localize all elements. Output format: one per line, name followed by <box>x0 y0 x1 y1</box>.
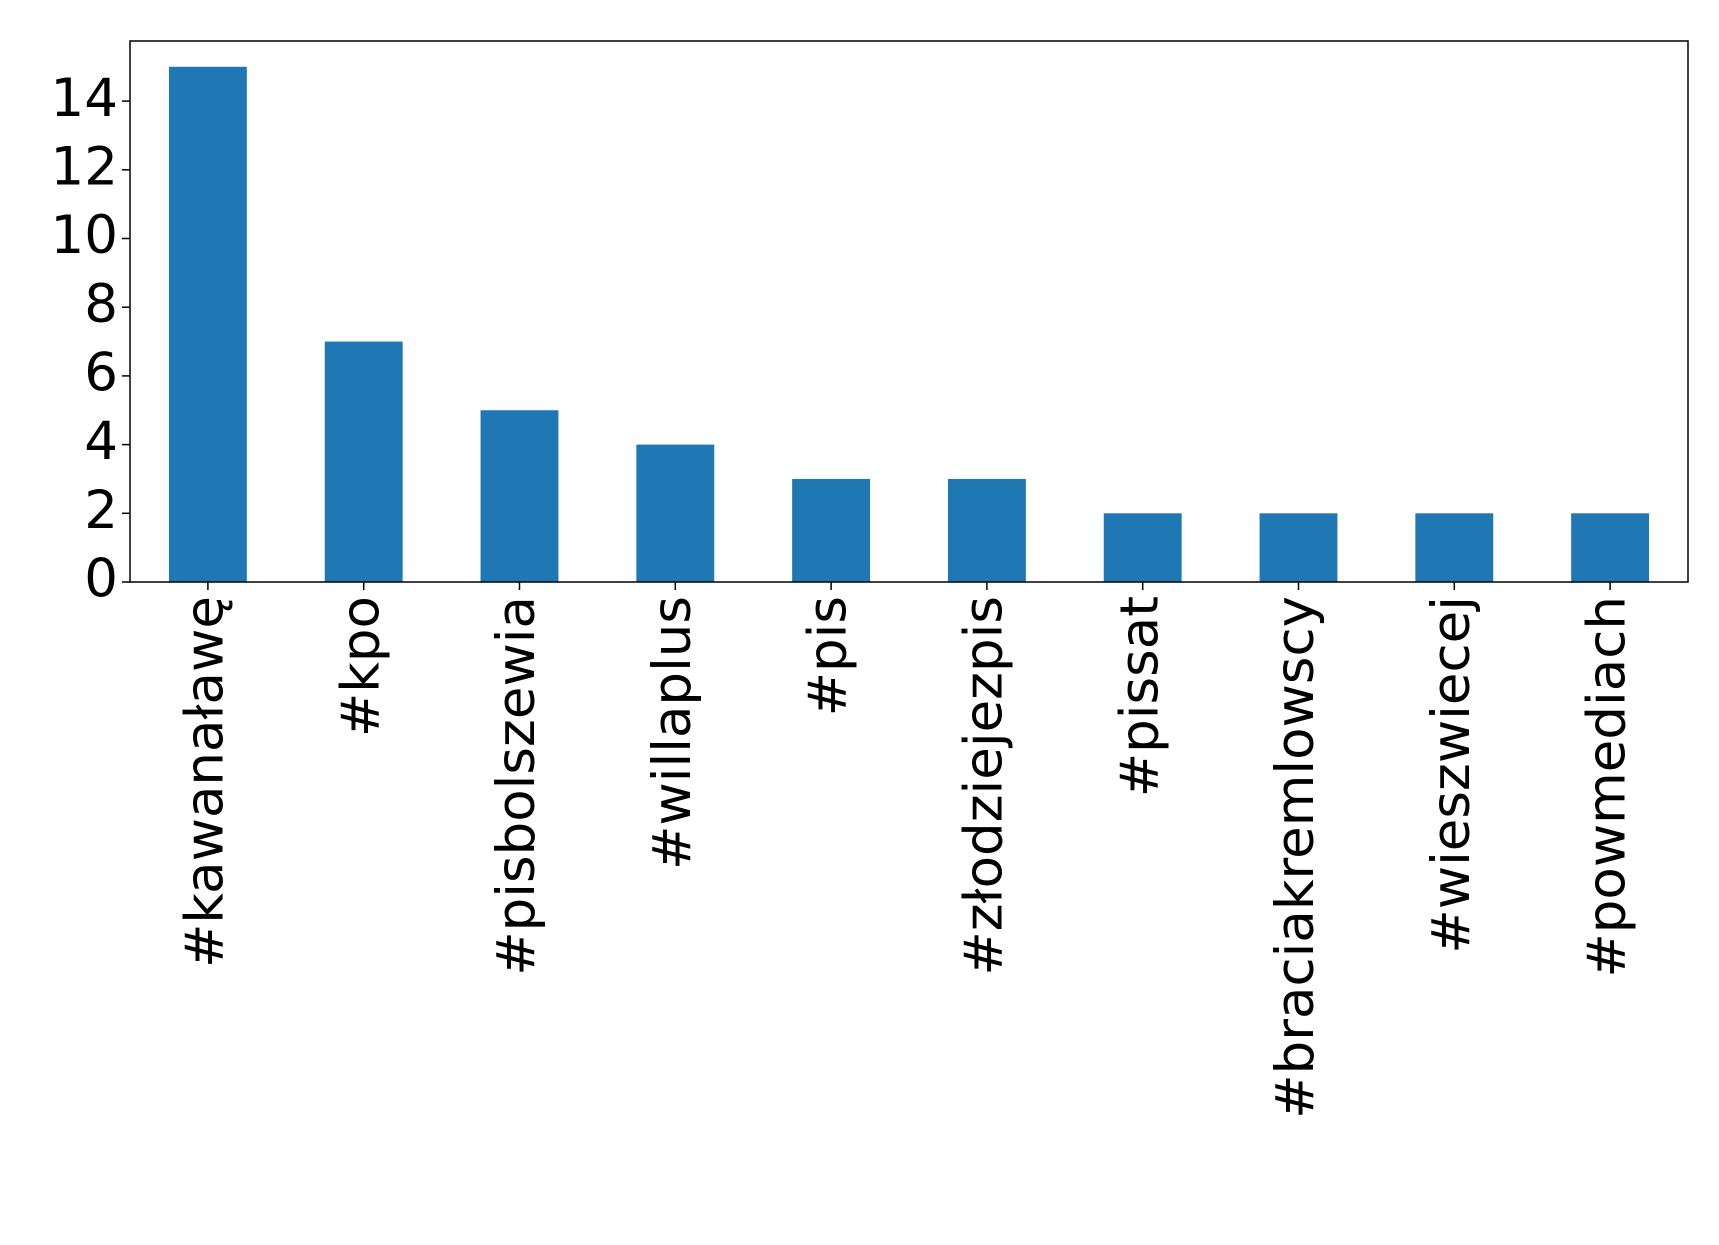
bar <box>947 478 1026 582</box>
y-tick-label: 4 <box>84 411 118 472</box>
y-tick-label: 12 <box>51 136 118 197</box>
bar <box>1259 513 1338 582</box>
bar <box>1571 513 1650 582</box>
y-tick-label: 6 <box>84 343 118 404</box>
y-tick-label: 8 <box>84 274 118 335</box>
bar <box>324 341 403 582</box>
y-tick-label: 2 <box>84 480 118 541</box>
bar <box>636 444 715 582</box>
plot-frame <box>129 40 1689 583</box>
bar <box>168 66 247 582</box>
x-tick-label: #willaplus <box>642 596 703 870</box>
x-tick-label: #pisbolszewia <box>486 596 547 976</box>
x-tick-label: #kawanaławę <box>175 596 236 968</box>
bar <box>792 478 871 582</box>
x-tick-label: #braciakremlowscy <box>1265 596 1326 1119</box>
bar <box>1103 513 1182 582</box>
x-tick-label: #pissat <box>1109 596 1170 797</box>
y-tick-label: 14 <box>51 68 118 129</box>
x-tick-label: #powmediach <box>1577 596 1638 978</box>
x-tick-label: #wieszwiecej <box>1421 596 1482 954</box>
y-tick-label: 0 <box>84 549 118 610</box>
x-tick-label: #kpo <box>330 596 391 737</box>
bar <box>1415 513 1494 582</box>
bar <box>480 410 559 582</box>
y-tick-label: 10 <box>51 205 118 266</box>
x-tick-label: #pis <box>798 596 859 716</box>
x-tick-label: #złodziejezpis <box>954 596 1015 976</box>
